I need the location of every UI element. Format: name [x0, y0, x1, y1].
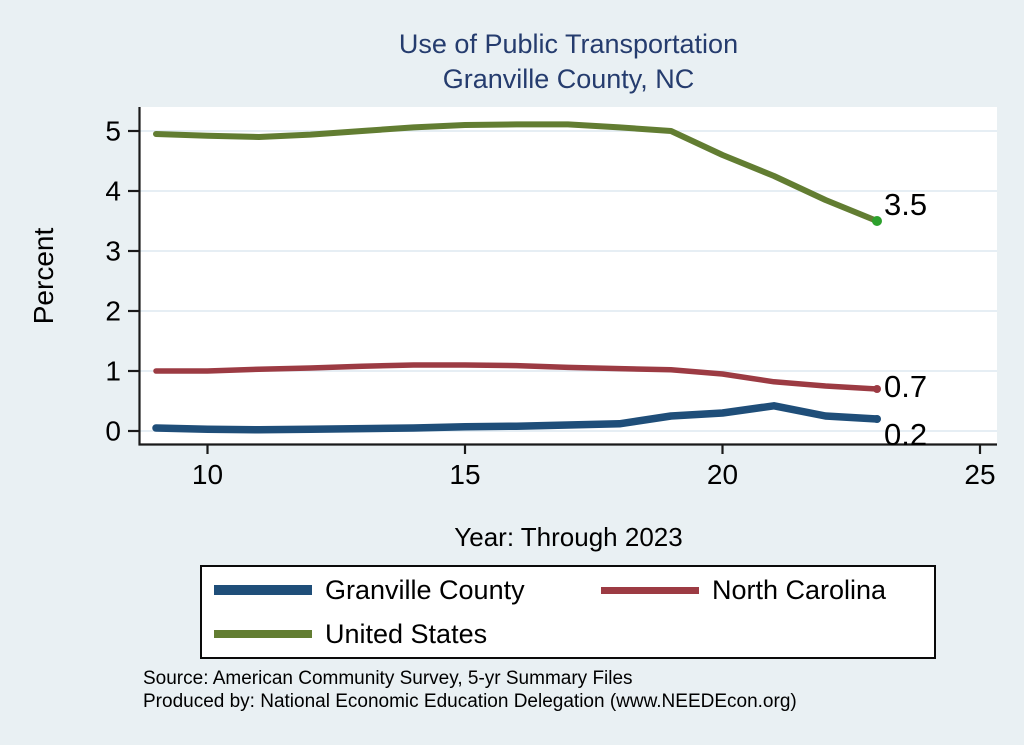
- end-value-label-united-states: 3.5: [884, 187, 927, 222]
- legend-item-granville-county: Granville County: [214, 574, 525, 606]
- legend-label-granville-county: Granville County: [325, 574, 525, 605]
- source-note: Source: American Community Survey, 5-yr …: [143, 668, 633, 689]
- legend-label-united-states: United States: [325, 618, 488, 649]
- series-line-united-states: [153, 121, 880, 224]
- chart-title: Use of Public Transportation Granville C…: [140, 27, 997, 97]
- produced-by-note: Produced by: National Economic Education…: [143, 690, 797, 712]
- legend: Granville County North Carolina United S…: [200, 565, 936, 659]
- legend-swatch-north-carolina: [601, 586, 699, 594]
- x-tick-label-15: 15: [449, 459, 480, 490]
- series-end-dot-north-carolina: [873, 385, 881, 393]
- chart-title-line2: Granville County, NC: [442, 64, 695, 94]
- legend-swatch-united-states: [214, 630, 312, 638]
- x-tick-label-20: 20: [707, 459, 738, 490]
- legend-item-united-states: United States: [214, 618, 487, 650]
- x-axis-title: Year: Through 2023: [454, 522, 683, 552]
- legend-item-north-carolina: North Carolina: [601, 574, 886, 606]
- end-value-label-granville-county: 0.2: [884, 417, 927, 452]
- y-tick-label-2: 2: [105, 296, 121, 327]
- y-axis-title: Percent: [28, 227, 59, 325]
- footer-notes: Source: American Community Survey, 5-yr …: [143, 668, 797, 713]
- plot-area: 0 1 2 3 4 5 10 15 20 25 3.5 0.7 0.2: [105, 107, 997, 490]
- x-tick-label-25: 25: [964, 459, 995, 490]
- end-value-label-north-carolina: 0.7: [884, 369, 927, 404]
- y-tick-label-1: 1: [105, 356, 121, 387]
- legend-swatch-granville-county: [214, 585, 312, 595]
- y-tick-label-4: 4: [105, 176, 121, 207]
- y-tick-label-3: 3: [105, 236, 121, 267]
- plot-background: [140, 107, 997, 445]
- series-line-north-carolina: [153, 362, 880, 392]
- series-line-granville-county: [152, 402, 881, 434]
- y-tick-label-5: 5: [105, 116, 121, 147]
- series-end-dot-united-states: [872, 216, 882, 226]
- legend-label-north-carolina: North Carolina: [712, 574, 887, 605]
- series-end-dot-granville-county: [873, 415, 881, 423]
- x-tick-label-10: 10: [192, 459, 223, 490]
- chart-title-line1: Use of Public Transportation: [398, 29, 739, 59]
- y-tick-label-0: 0: [105, 416, 121, 447]
